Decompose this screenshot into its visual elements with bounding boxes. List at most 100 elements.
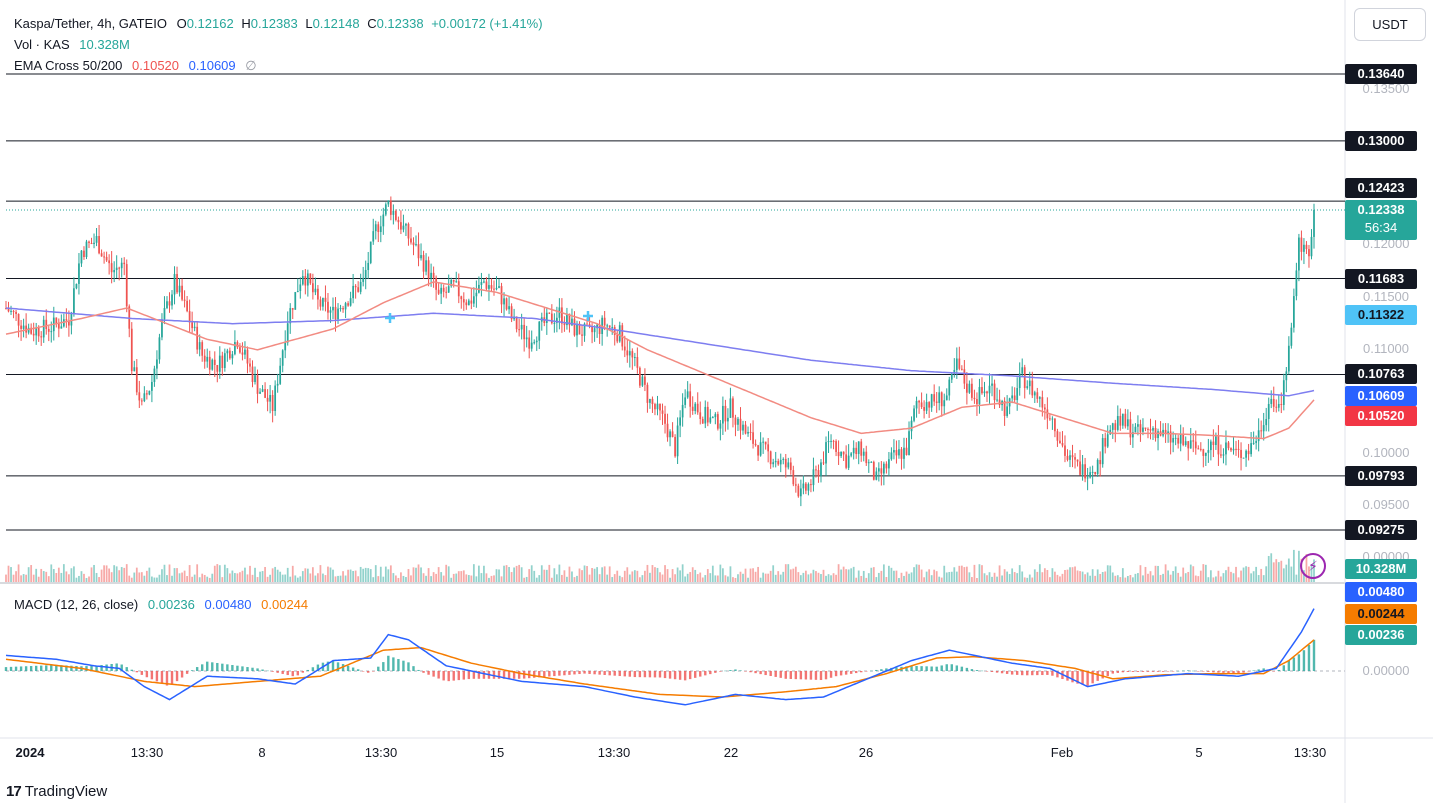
candle-body [742,424,744,431]
candle-body [603,317,606,326]
candle-body [968,383,971,393]
volume-bar [412,567,415,582]
volume-bar [1054,571,1056,582]
volume-bar [840,569,842,582]
candle-body [817,470,820,477]
candle-body [870,461,873,463]
volume-bar [737,574,739,582]
candle-body [963,369,966,384]
volume-bar [342,571,344,582]
candle-body [80,250,83,264]
volume-bar [827,574,830,582]
candle-body [561,307,563,324]
lightning-icon[interactable]: ⚡ [1300,553,1326,579]
volume-bar [1182,567,1185,582]
candle-body [161,319,163,338]
volume-bar [478,565,480,582]
candle-body [890,452,893,460]
volume-bar [311,567,314,582]
volume-bar [646,564,649,582]
volume-bar [120,567,123,582]
candle-body [1049,418,1051,420]
candle-body [515,316,518,330]
candle-body [90,242,93,244]
candle-body [1089,472,1092,478]
candle-body [158,337,161,360]
volume-bar [724,575,727,582]
volume-bar [1257,575,1260,582]
volume-bar [691,567,694,582]
macd-histogram-bar [286,671,289,676]
macd-histogram-bar [70,665,73,671]
candle-body [1222,454,1225,456]
candle-body [805,483,807,491]
macd-histogram-bar [885,668,888,671]
volume-bar [317,573,319,582]
volume-bar [596,567,598,582]
volume-bar [50,564,53,582]
macd-histogram-bar [1292,657,1296,671]
volume-bar [870,567,873,582]
macd-histogram-bar [1237,671,1240,674]
macd-histogram-bar [764,671,767,676]
macd-histogram-bar [915,665,918,671]
volume-bar [513,567,515,582]
ema-hidden-icon[interactable]: ∅ [245,58,257,73]
volume-bar [432,572,435,582]
volume-bar [1021,571,1024,582]
volume-bar [631,571,634,582]
volume-bar [1287,558,1290,582]
macd-histogram-bar [261,669,264,671]
macd-histogram-bar [1272,671,1275,672]
macd-histogram-bar [593,671,596,675]
volume-bar [744,568,747,582]
candle-body [641,376,644,386]
volume-bar [377,576,380,582]
candle-body [737,418,739,425]
volume-bar [1222,573,1225,582]
volume-bar [57,567,60,582]
macd-histogram-bar [1252,670,1255,671]
high-value: 0.12383 [250,16,298,31]
candle-body [7,308,10,312]
macd-histogram-bar [704,671,707,676]
volume-bar [553,568,556,582]
volume-bar [178,573,181,582]
candle-body [306,273,309,286]
macd-histogram-bar [45,665,48,671]
currency-button[interactable]: USDT [1354,8,1426,41]
candle-body [611,327,614,329]
candle-body [699,412,702,419]
candle-body [256,375,259,394]
macd-histogram-bar [1282,665,1286,671]
volume-bar [1111,572,1114,582]
candle-body [706,406,709,423]
candle-body [402,225,405,230]
volume-bar [659,572,661,582]
candle-body [976,399,978,405]
candle-body [865,451,868,464]
tradingview-brand[interactable]: 17 TradingView [6,783,107,800]
macd-histogram-bar [809,671,813,680]
volume-bar [865,577,868,582]
macd-histogram-bar [1081,671,1084,685]
macd-histogram-bar [1242,671,1245,673]
volume-bar [566,576,568,582]
macd-histogram-bar [170,671,174,685]
volume-bar [810,573,812,582]
candle-body [377,224,380,233]
candle-body [908,431,910,455]
candle-body [576,323,578,336]
candle-body [50,331,53,333]
candle-body [822,462,825,464]
candle-body [1300,237,1303,252]
macd-histogram-bar [226,664,229,671]
macd-histogram-bar [502,671,506,679]
volume-bar [903,575,905,582]
candle-body [1310,236,1313,257]
candle-body [616,334,619,342]
macd-histogram-bar [24,666,28,671]
volume-bar [545,569,548,582]
candle-body [757,445,759,456]
